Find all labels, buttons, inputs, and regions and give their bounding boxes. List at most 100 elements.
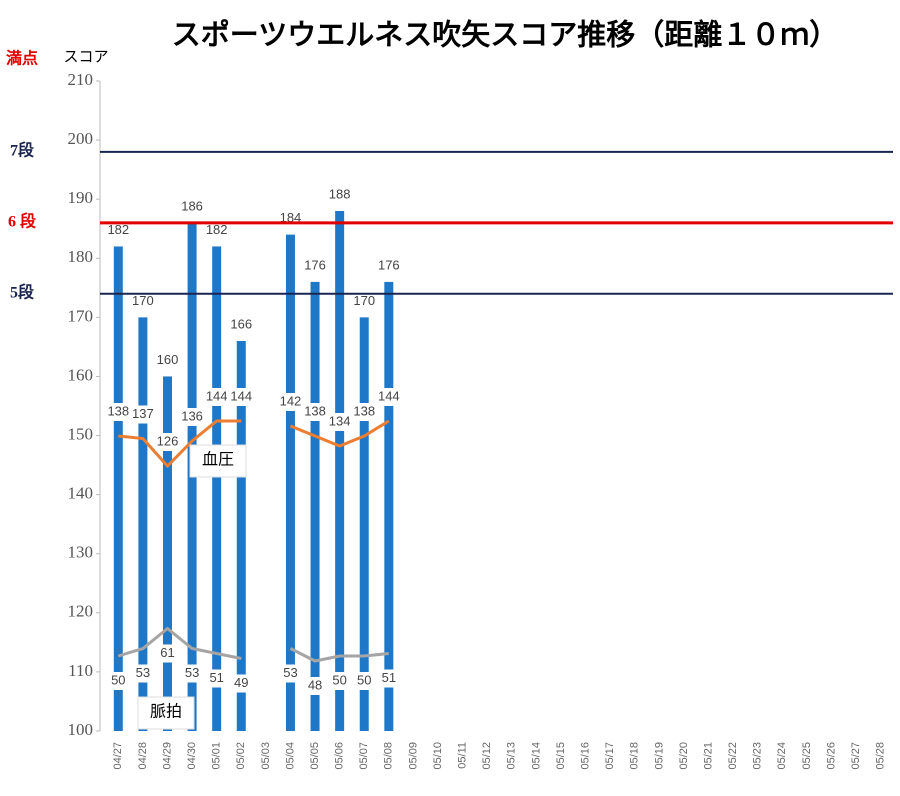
line-value-label: 61: [160, 645, 174, 660]
x-tick-label: 05/27: [850, 742, 862, 770]
x-tick-label: 05/15: [555, 742, 567, 770]
x-tick-label: 04/27: [112, 742, 124, 770]
label-bg: [376, 388, 401, 406]
y-tick-label: 200: [68, 129, 94, 148]
y-tick-label: 120: [68, 602, 94, 621]
line-value-label: 138: [353, 403, 375, 418]
x-tick-label: 05/05: [309, 742, 321, 770]
x-tick-label: 05/24: [776, 742, 788, 770]
chart-title: スポーツウエルネス吹矢スコア推移（距離１０ｍ）: [172, 19, 838, 52]
label-bg: [180, 408, 205, 426]
bar: [212, 246, 222, 732]
bar: [162, 376, 172, 731]
x-tick-label: 05/11: [457, 742, 469, 769]
bar-value-label: 182: [107, 222, 129, 237]
x-tick-label: 05/21: [702, 742, 714, 770]
line-value-label: 51: [382, 670, 396, 685]
label-bg: [130, 664, 155, 683]
bar-value-label: 182: [206, 222, 228, 237]
label-bg: [130, 405, 155, 424]
y-tick-label: 190: [68, 188, 94, 207]
x-tick-label: 05/25: [801, 742, 813, 770]
x-tick-label: 05/17: [604, 742, 616, 770]
line-value-label: 134: [329, 413, 351, 428]
x-tick-label: 05/28: [875, 742, 887, 770]
line-value-label: 144: [230, 388, 252, 403]
x-tick-label: 05/08: [383, 742, 395, 770]
line-value-label: 48: [308, 677, 322, 692]
line-value-label: 144: [206, 388, 228, 403]
label-bg: [278, 393, 303, 411]
bar: [138, 317, 148, 731]
x-tick-label: 05/12: [481, 742, 493, 770]
label-bg: [327, 413, 352, 431]
bar-value-label: 166: [230, 316, 252, 331]
x-tick-label: 05/13: [506, 742, 518, 770]
series-label: 血圧: [202, 451, 234, 469]
x-tick-label: 05/10: [432, 742, 444, 770]
y-tick-label: 180: [68, 247, 94, 266]
x-tick-label: 05/18: [629, 742, 641, 770]
y-tick-label: 100: [68, 720, 94, 739]
bar: [384, 281, 394, 731]
label-bg: [229, 388, 254, 406]
label-bg: [106, 403, 131, 421]
bar-value-label: 188: [329, 186, 351, 201]
bar: [310, 281, 320, 731]
x-tick-label: 05/16: [579, 742, 591, 770]
x-tick-label: 05/01: [211, 742, 223, 770]
label-bg: [352, 672, 377, 690]
y-tick-label: 130: [68, 543, 94, 562]
bar: [113, 246, 123, 732]
x-tick-label: 05/06: [334, 742, 346, 770]
line-value-label: 142: [280, 393, 302, 408]
label-bg: [352, 403, 377, 421]
line-value-label: 137: [132, 406, 154, 421]
label-bg: [376, 669, 401, 688]
label-bg: [303, 403, 328, 421]
x-tick-label: 05/09: [407, 742, 419, 770]
line-value-label: 53: [136, 665, 150, 680]
reference-label: 7段: [10, 141, 35, 160]
bar-value-label: 186: [181, 198, 203, 213]
series-label-box: [189, 444, 247, 478]
x-tick-label: 05/23: [752, 742, 764, 770]
line-value-label: 53: [283, 665, 297, 680]
line-value-label: 136: [181, 408, 203, 423]
line-value-label: 144: [378, 388, 400, 403]
bar-value-label: 160: [157, 352, 179, 367]
y-tick-label: 110: [68, 661, 93, 680]
line-value-label: 138: [304, 403, 326, 418]
line-value-label: 49: [234, 675, 248, 690]
label-bg: [180, 664, 205, 683]
label-bg: [106, 672, 131, 690]
series-label: 脈拍: [150, 703, 182, 721]
x-tick-label: 05/22: [727, 742, 739, 770]
label-bg: [204, 669, 229, 688]
x-tick-label: 04/29: [161, 742, 173, 770]
line: [117, 626, 389, 663]
bar: [236, 341, 246, 731]
bar: [335, 211, 345, 731]
x-tick-label: 05/03: [260, 742, 272, 770]
y-tick-label: 140: [68, 484, 94, 503]
label-bg: [278, 664, 303, 683]
x-tick-label: 05/07: [358, 742, 370, 770]
bar: [285, 234, 295, 732]
x-tick-label: 05/26: [825, 742, 837, 770]
line-value-label: 138: [107, 403, 129, 418]
y-tick-label: 160: [68, 365, 94, 384]
x-tick-label: 05/04: [284, 742, 296, 770]
line-value-label: 126: [157, 433, 179, 448]
x-tick-label: 04/28: [137, 742, 149, 770]
label-bg: [327, 672, 352, 690]
x-tick-label: 05/14: [530, 742, 542, 770]
series-label-box: [137, 696, 195, 730]
line-value-label: 50: [111, 672, 125, 687]
x-tick-label: 04/30: [186, 742, 198, 770]
x-tick-label: 05/19: [653, 742, 665, 770]
line-value-label: 53: [185, 665, 199, 680]
label-bg: [155, 433, 180, 451]
x-tick-label: 05/20: [678, 742, 690, 770]
